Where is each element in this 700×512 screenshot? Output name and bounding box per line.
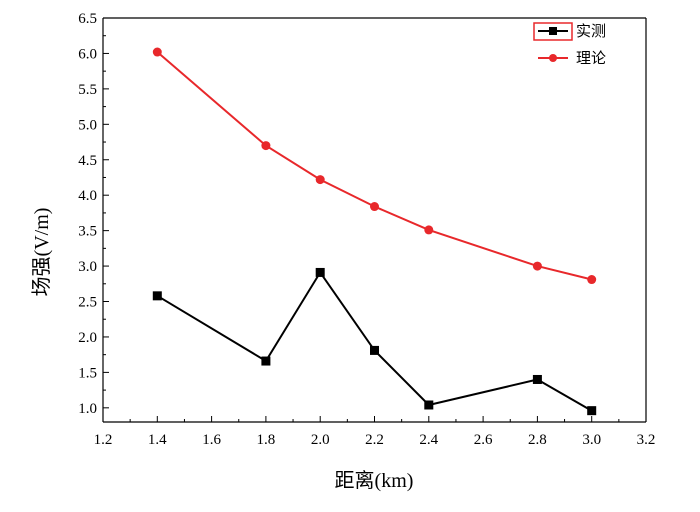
x-tick-label: 2.0 [311, 432, 330, 448]
y-tick-label: 2.0 [78, 330, 97, 346]
legend-item: 实测 [538, 23, 606, 40]
y-tick-label: 4.0 [78, 188, 97, 204]
y-tick-label: 6.5 [78, 11, 97, 27]
legend-marker [549, 54, 557, 62]
y-tick-label: 3.5 [78, 224, 97, 240]
y-tick-label: 3.0 [78, 259, 97, 275]
data-point [370, 345, 379, 355]
y-tick-label: 1.0 [78, 401, 97, 417]
y-tick-label: 6.0 [78, 46, 97, 62]
y-tick-label: 2.5 [78, 295, 97, 311]
series-line [156, 270, 593, 412]
legend-marker [549, 27, 557, 35]
legend-highlight-box [533, 22, 573, 41]
x-axis-title: 距离(km) [335, 469, 414, 492]
legend-label: 理论 [576, 50, 606, 67]
axes: 1.2 1.4 1.6 1.8 2.0 2.2 2.4 2.6 2.8 3.0 3.2 1.0 1.5 2… [78, 11, 655, 448]
data-point [587, 275, 597, 285]
data-point [261, 356, 271, 366]
data-point [315, 267, 325, 277]
y-tick-label: 1.5 [78, 365, 97, 381]
series-line [156, 51, 592, 281]
data-point [152, 291, 162, 301]
data-point [532, 374, 542, 384]
data-point [424, 225, 434, 235]
x-tick-label: 3.2 [637, 432, 656, 448]
data-point [315, 175, 325, 185]
data-point [587, 406, 597, 416]
x-tick-label: 2.8 [528, 432, 547, 448]
x-tick-label: 2.6 [474, 432, 493, 448]
x-tick-label: 1.6 [202, 432, 221, 448]
x-tick-label: 1.4 [148, 432, 167, 448]
legend-label: 实测 [576, 23, 606, 40]
y-tick-label: 5.0 [78, 117, 97, 133]
series-theoretical [152, 47, 597, 285]
data-point [261, 141, 271, 151]
data-point [370, 202, 379, 212]
x-tick-label: 2.2 [365, 432, 384, 448]
data-point [532, 261, 542, 271]
y-tick-label: 5.5 [78, 82, 97, 98]
x-tick-label: 3.0 [582, 432, 601, 448]
x-tick-label: 2.4 [419, 432, 438, 448]
series-measured [152, 267, 597, 416]
data-point [424, 400, 434, 410]
x-tick-label: 1.2 [94, 432, 113, 448]
plot-area [152, 47, 597, 416]
legend-item: 理论 [538, 50, 606, 67]
y-axis-title: 场强(V/m) [30, 208, 53, 297]
x-tick-label: 1.8 [257, 432, 276, 448]
y-tick-label: 4.5 [78, 153, 97, 169]
data-point [152, 47, 162, 57]
